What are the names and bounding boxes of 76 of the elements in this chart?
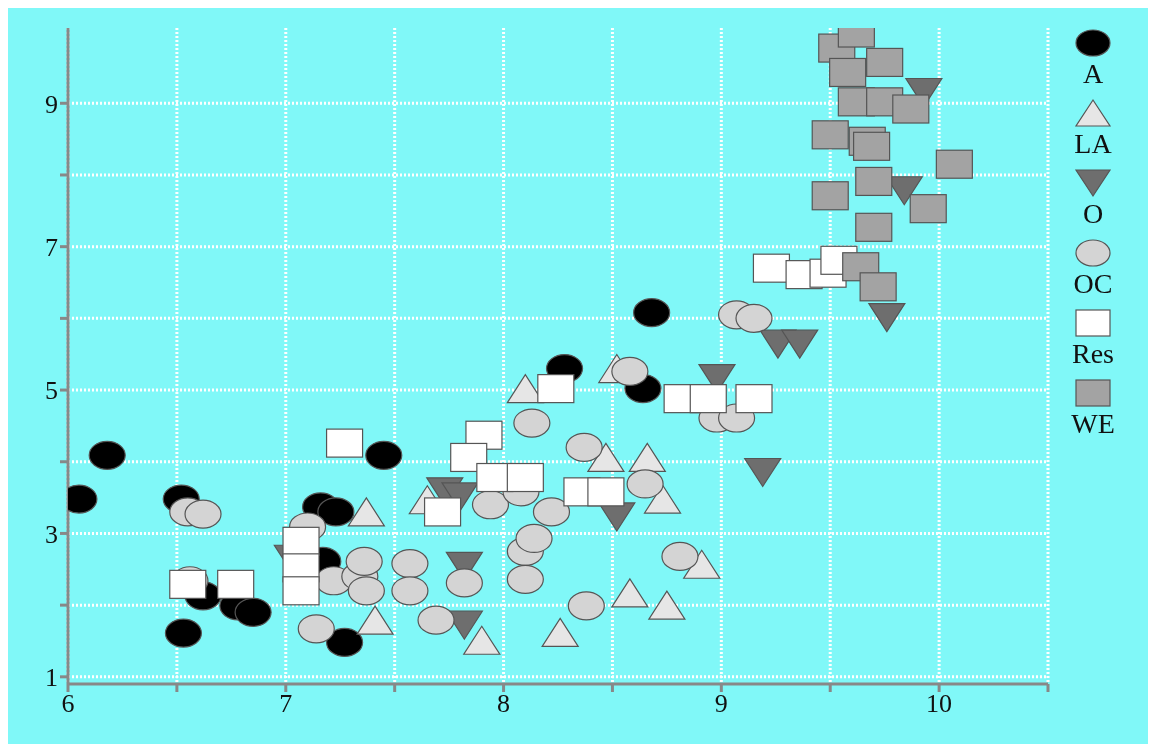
point: [515, 523, 553, 554]
point: [811, 120, 849, 150]
point: [423, 497, 462, 527]
point: [567, 591, 605, 621]
x-tick-label: 8: [497, 689, 511, 719]
point: [513, 408, 551, 438]
point: [565, 432, 603, 463]
point: [735, 384, 773, 414]
point: [855, 166, 893, 197]
point: [855, 212, 893, 242]
point: [626, 469, 664, 499]
point: [365, 440, 403, 470]
legend-label: O: [1082, 198, 1104, 230]
point: [587, 442, 625, 473]
point: [587, 477, 625, 507]
point: [735, 303, 773, 333]
point: [611, 578, 649, 608]
point: [450, 442, 488, 473]
point: [506, 564, 544, 594]
point: [868, 303, 906, 333]
point: [325, 428, 364, 458]
y-tick-label: 1: [45, 663, 58, 693]
legend-label: OC: [1073, 268, 1113, 300]
point: [661, 541, 699, 571]
legend-label: WE: [1071, 408, 1115, 440]
x-tick-label: 9: [714, 689, 728, 719]
point: [648, 590, 686, 620]
point: [164, 618, 203, 648]
point: [866, 47, 904, 78]
point: [541, 617, 579, 647]
point: [744, 457, 782, 488]
y-tick-label: 5: [45, 376, 58, 406]
point: [689, 384, 727, 414]
point: [463, 625, 501, 655]
point: [184, 499, 222, 529]
point: [347, 576, 385, 606]
y-tick-label: 3: [45, 519, 58, 549]
point: [909, 194, 947, 224]
point: [537, 374, 575, 404]
point: [88, 440, 126, 470]
y-tick-label: 7: [45, 232, 58, 262]
point: [532, 497, 571, 527]
point: [234, 597, 272, 627]
point: [859, 272, 897, 302]
point: [445, 568, 483, 598]
point: [892, 94, 930, 124]
point: [471, 490, 510, 520]
point: [781, 329, 819, 359]
point: [297, 614, 335, 644]
legend-label: A: [1082, 58, 1104, 90]
point: [325, 627, 364, 658]
point: [347, 497, 385, 527]
point: [391, 576, 429, 606]
point: [683, 549, 721, 579]
point: [282, 526, 320, 556]
point: [935, 149, 973, 179]
point: [829, 57, 867, 88]
point: [282, 576, 320, 606]
point: [345, 546, 383, 576]
legend-label: LA: [1074, 128, 1112, 160]
point: [611, 356, 649, 387]
x-tick-label: 6: [61, 689, 75, 719]
point: [317, 497, 355, 527]
point: [417, 605, 455, 635]
y-tick-label: 9: [45, 89, 58, 119]
point: [391, 548, 429, 579]
point: [643, 484, 682, 514]
point: [506, 462, 544, 493]
x-tick-label: 7: [279, 689, 293, 719]
point: [356, 605, 394, 635]
point: [217, 569, 255, 599]
legend-label: Res: [1072, 338, 1114, 370]
x-tick-label: 10: [926, 689, 953, 719]
point: [811, 181, 849, 211]
point: [628, 442, 666, 473]
point: [633, 298, 671, 328]
